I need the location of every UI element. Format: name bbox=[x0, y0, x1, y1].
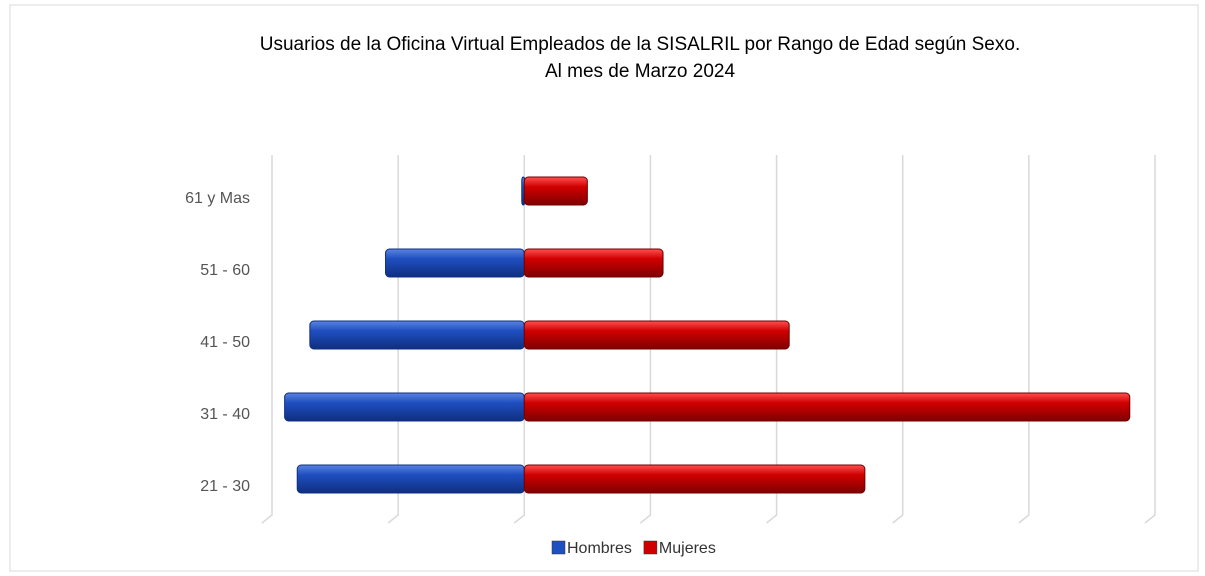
legend-swatch bbox=[551, 540, 566, 555]
y-tick-label: 41 - 50 bbox=[200, 334, 250, 351]
y-tick-label: 31 - 40 bbox=[200, 406, 250, 423]
bar bbox=[523, 392, 1131, 422]
grid-line bbox=[766, 155, 778, 524]
chart-title: Usuarios de la Oficina Virtual Empleados… bbox=[260, 34, 1020, 55]
grid-line bbox=[1018, 155, 1030, 524]
grid-line bbox=[261, 155, 273, 524]
bar bbox=[296, 464, 525, 494]
legend-swatch bbox=[643, 540, 658, 555]
legend-label: Mujeres bbox=[659, 540, 716, 557]
bar bbox=[309, 320, 525, 350]
legend-label: Hombres bbox=[567, 540, 632, 557]
bar bbox=[385, 248, 525, 278]
bar bbox=[523, 176, 588, 206]
y-tick-label: 61 y Mas bbox=[185, 190, 250, 207]
chart-subtitle: Al mes de Marzo 2024 bbox=[545, 61, 736, 82]
bar bbox=[523, 320, 790, 350]
y-tick-label: 51 - 60 bbox=[200, 262, 250, 279]
y-tick-label: 21 - 30 bbox=[200, 478, 250, 495]
bar bbox=[523, 248, 664, 278]
grid-line bbox=[892, 155, 904, 524]
bar bbox=[523, 464, 866, 494]
grid-line bbox=[1144, 155, 1156, 524]
bar bbox=[284, 392, 525, 422]
